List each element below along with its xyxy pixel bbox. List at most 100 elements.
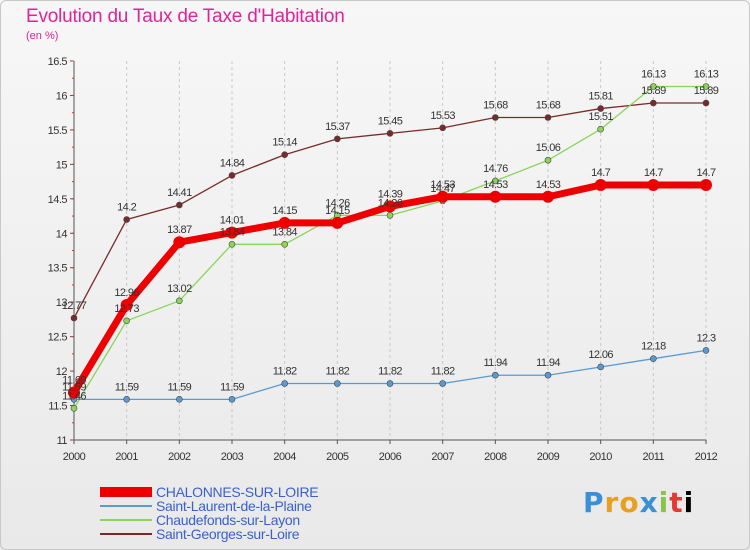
data-label: 15.37 bbox=[325, 121, 350, 133]
data-point bbox=[228, 240, 236, 248]
data-label: 15.51 bbox=[588, 111, 613, 123]
data-label: 11.59 bbox=[167, 381, 191, 393]
data-point bbox=[173, 236, 186, 249]
data-point bbox=[439, 124, 446, 132]
data-label: 16.13 bbox=[694, 68, 719, 80]
data-label: 12.3 bbox=[696, 332, 715, 344]
data-point bbox=[492, 177, 499, 185]
x-tick-label: 2010 bbox=[589, 451, 612, 463]
data-point bbox=[650, 83, 657, 90]
data-label: 15.89 bbox=[641, 85, 666, 97]
data-label: 14.2 bbox=[117, 201, 136, 213]
data-label: 14.15 bbox=[325, 205, 350, 217]
data-label: 14.01 bbox=[220, 215, 245, 227]
data-label: 13.84 bbox=[220, 226, 245, 238]
y-tick-label: 12.5 bbox=[48, 332, 68, 344]
x-tick-label: 2012 bbox=[695, 451, 718, 463]
data-point bbox=[384, 200, 396, 213]
y-tick-label: 15.5 bbox=[48, 125, 68, 137]
x-tick-label: 2006 bbox=[379, 451, 402, 463]
data-label: 12.18 bbox=[641, 341, 666, 353]
data-point bbox=[702, 99, 710, 107]
data-point bbox=[544, 371, 552, 379]
y-tick-label: 15 bbox=[56, 159, 68, 171]
data-label: 11.82 bbox=[273, 365, 297, 377]
data-label: 15.68 bbox=[483, 100, 508, 112]
chart-legend: CHALONNES-SUR-LOIRE Saint-Laurent-de-la-P… bbox=[100, 484, 319, 541]
y-tick-label: 16 bbox=[56, 90, 68, 102]
data-point bbox=[176, 201, 183, 209]
chart-title: Evolution du Taux de Taxe d'Habitation bbox=[26, 6, 345, 27]
data-label: 15.45 bbox=[378, 115, 403, 127]
legend-item: Saint-Georges-sur-Loire bbox=[100, 527, 318, 541]
data-point bbox=[702, 347, 710, 354]
data-point bbox=[544, 114, 552, 121]
x-tick-label: 2008 bbox=[484, 451, 507, 463]
data-label: 11.59 bbox=[220, 381, 244, 393]
data-label: 11.82 bbox=[431, 365, 455, 377]
data-label: 14.47 bbox=[430, 183, 455, 195]
data-label: 13.84 bbox=[272, 226, 297, 238]
chart-unit: (en %) bbox=[26, 30, 59, 42]
x-tick-label: 2004 bbox=[273, 451, 296, 463]
data-point bbox=[123, 216, 130, 223]
data-label: 15.06 bbox=[536, 142, 561, 154]
y-tick-label: 12 bbox=[56, 366, 68, 378]
data-label: 14.7 bbox=[591, 167, 610, 179]
data-point bbox=[650, 99, 657, 107]
data-point bbox=[281, 380, 288, 387]
x-tick-label: 2002 bbox=[168, 451, 191, 463]
data-label: 12.96 bbox=[114, 287, 139, 299]
legend-swatch bbox=[100, 533, 152, 535]
data-label: 15.14 bbox=[272, 137, 297, 149]
x-tick-label: 2001 bbox=[115, 451, 138, 463]
data-label: 12.77 bbox=[62, 300, 87, 312]
data-label: 11.82 bbox=[325, 365, 349, 377]
data-point bbox=[544, 156, 552, 164]
data-point bbox=[439, 380, 446, 387]
data-point bbox=[281, 240, 288, 248]
data-point bbox=[68, 386, 80, 399]
data-label: 14.53 bbox=[483, 179, 508, 191]
x-tick-label: 2000 bbox=[63, 451, 86, 463]
data-point bbox=[334, 135, 341, 143]
data-label: 15.89 bbox=[694, 85, 719, 97]
data-label: 13.02 bbox=[167, 283, 192, 295]
data-label: 11.59 bbox=[62, 381, 86, 393]
legend-item: Saint-Laurent-de-la-Plaine bbox=[100, 499, 318, 513]
legend-item: CHALONNES-SUR-LOIRE bbox=[100, 484, 319, 500]
data-point bbox=[647, 179, 660, 192]
x-tick-label: 2007 bbox=[431, 451, 454, 463]
data-label: 14.26 bbox=[325, 197, 350, 209]
data-point bbox=[70, 314, 78, 322]
legend-swatch bbox=[100, 519, 152, 521]
data-point bbox=[597, 125, 604, 133]
data-point bbox=[436, 190, 449, 203]
data-point bbox=[386, 212, 394, 219]
data-point bbox=[281, 151, 288, 159]
data-point bbox=[228, 396, 236, 403]
data-label: 14.15 bbox=[272, 205, 297, 217]
x-tick-label: 2011 bbox=[643, 451, 665, 463]
data-label: 14.39 bbox=[378, 188, 403, 200]
data-label: 11.59 bbox=[115, 381, 139, 393]
data-label: 14.53 bbox=[536, 179, 561, 191]
x-tick-label: 2003 bbox=[221, 451, 244, 463]
data-point bbox=[120, 298, 133, 311]
data-label: 11.46 bbox=[62, 390, 86, 402]
legend-label: CHALONNES-SUR-LOIRE bbox=[156, 484, 319, 500]
data-label: 14.7 bbox=[644, 167, 663, 179]
data-label: 11.94 bbox=[483, 357, 507, 369]
data-label: 13.87 bbox=[167, 224, 192, 236]
data-point bbox=[702, 83, 710, 90]
data-point bbox=[278, 216, 291, 229]
data-label: 14.7 bbox=[696, 167, 715, 179]
data-label: 15.68 bbox=[536, 100, 561, 112]
data-point bbox=[70, 405, 78, 412]
data-point bbox=[597, 363, 604, 371]
legend-label: Chaudefonds-sur-Layon bbox=[156, 512, 300, 528]
x-tick-label: 2005 bbox=[326, 451, 349, 463]
data-label: 14.84 bbox=[220, 157, 245, 169]
data-point bbox=[542, 190, 554, 203]
data-label: 14.53 bbox=[430, 179, 455, 191]
